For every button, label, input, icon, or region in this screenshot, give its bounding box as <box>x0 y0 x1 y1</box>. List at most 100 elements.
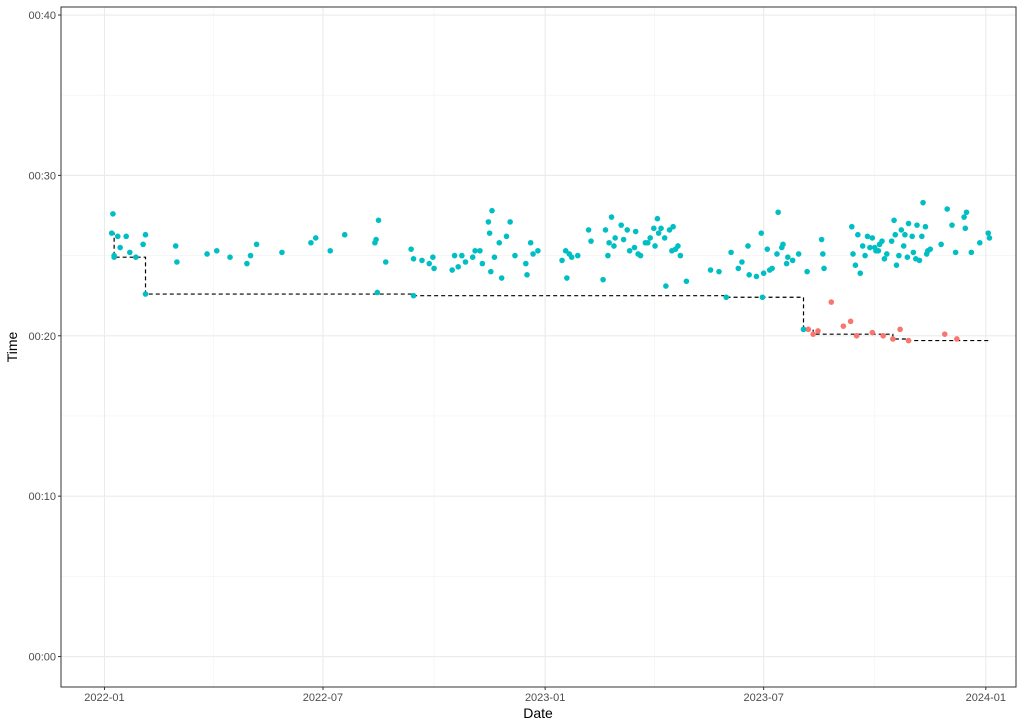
data-point <box>140 241 146 248</box>
data-point <box>341 231 348 238</box>
data-point <box>247 252 254 259</box>
y-tick-label: 00:10 <box>28 491 56 503</box>
data-point <box>867 244 873 251</box>
data-point <box>888 238 895 244</box>
data-point <box>410 255 417 262</box>
x-tick-label: 2024-01 <box>966 692 1006 704</box>
data-point <box>373 236 379 243</box>
data-point <box>512 252 518 259</box>
data-point <box>486 230 493 236</box>
data-point <box>892 231 899 238</box>
data-point <box>172 243 179 249</box>
data-point <box>758 230 765 236</box>
data-point <box>764 246 771 252</box>
data-point <box>914 222 920 228</box>
x-tick-label: 2022-01 <box>84 692 124 704</box>
data-point <box>683 278 690 285</box>
data-point <box>785 254 791 260</box>
data-point <box>910 249 917 256</box>
y-tick-label: 00:00 <box>28 652 56 664</box>
data-point <box>327 247 334 254</box>
data-point <box>804 268 810 275</box>
data-point <box>117 244 123 251</box>
data-point <box>900 243 907 249</box>
data-point <box>961 214 967 220</box>
data-point <box>909 233 915 240</box>
data-point <box>127 249 133 256</box>
data-point <box>503 233 510 240</box>
data-point <box>840 323 847 329</box>
data-points <box>108 199 993 344</box>
data-point <box>602 227 609 233</box>
data-point <box>774 251 780 257</box>
x-tick-label: 2023-07 <box>743 692 783 704</box>
data-point <box>655 230 662 236</box>
data-point <box>585 227 592 233</box>
data-point <box>496 239 503 246</box>
data-point <box>527 239 534 246</box>
data-point <box>485 219 492 225</box>
grid <box>61 7 1016 687</box>
data-point <box>620 236 627 243</box>
data-point <box>449 267 455 273</box>
data-point <box>890 336 896 342</box>
x-axis: 2022-01 2022-07 2023-01 2023-07 2024-01 <box>84 687 1006 704</box>
data-point <box>535 247 541 254</box>
data-point <box>507 219 513 225</box>
data-point <box>663 283 669 289</box>
data-point <box>419 257 425 264</box>
data-point <box>455 264 462 270</box>
data-point <box>477 247 483 254</box>
data-point <box>850 251 856 257</box>
data-point <box>875 247 882 254</box>
data-point <box>606 239 612 246</box>
data-point <box>213 247 220 254</box>
data-point <box>723 294 730 301</box>
data-point <box>108 230 115 236</box>
data-point <box>644 239 651 246</box>
data-point <box>853 332 860 339</box>
data-point <box>479 260 486 267</box>
data-point <box>862 252 868 259</box>
data-point <box>893 262 900 269</box>
data-point <box>904 254 911 260</box>
data-point <box>204 251 210 257</box>
best-time-line <box>111 232 990 342</box>
data-point <box>800 326 807 333</box>
data-point <box>426 260 433 267</box>
data-point <box>735 265 742 272</box>
data-point <box>661 235 668 241</box>
data-point <box>654 215 661 222</box>
data-point <box>110 211 116 217</box>
data-point <box>780 241 786 248</box>
data-point <box>410 292 417 299</box>
data-point <box>986 235 993 241</box>
data-point <box>530 251 536 257</box>
data-point <box>637 252 644 259</box>
data-point <box>430 254 436 260</box>
data-point <box>600 276 606 283</box>
data-point <box>891 217 897 224</box>
data-point <box>810 331 816 337</box>
data-point <box>142 291 149 297</box>
data-point <box>905 337 912 344</box>
data-point <box>941 331 948 337</box>
data-point <box>847 318 854 325</box>
data-point <box>588 238 594 244</box>
y-axis: 00:00 00:10 00:20 00:30 00:40 <box>28 10 61 664</box>
data-point <box>944 206 950 212</box>
data-point <box>815 328 821 334</box>
x-tick-label: 2023-01 <box>525 692 565 704</box>
data-point <box>976 239 983 246</box>
data-point <box>869 235 876 241</box>
data-point <box>408 246 414 252</box>
data-point <box>769 265 775 272</box>
data-point <box>652 243 658 249</box>
panel-border <box>60 6 1017 688</box>
data-point <box>489 207 495 214</box>
data-point <box>431 265 437 272</box>
data-point <box>820 251 826 257</box>
data-point <box>253 241 260 248</box>
y-tick-label: 00:40 <box>28 10 56 22</box>
data-point <box>949 222 955 228</box>
